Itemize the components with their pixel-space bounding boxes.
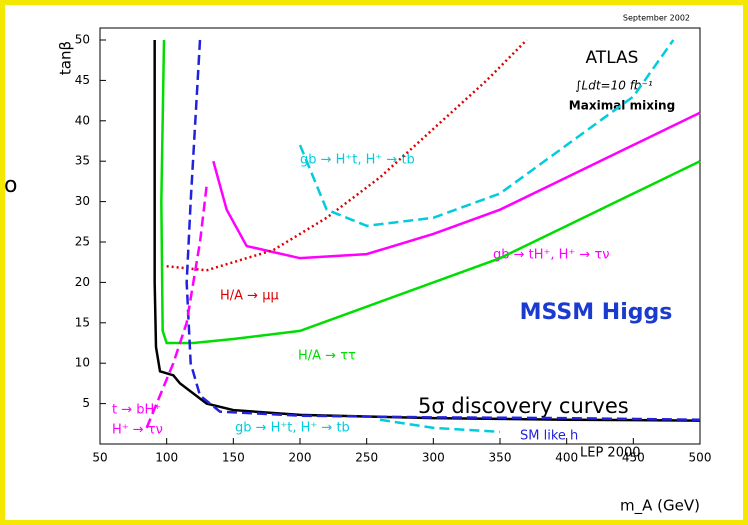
annotation: H/A → ττ	[298, 349, 356, 364]
y-tick-label: 15	[75, 315, 90, 329]
annotation: gb → H⁺t, H⁺ → tb	[235, 421, 350, 436]
x-axis-label: m_A (GeV)	[620, 497, 700, 516]
y-tick-label: 45	[75, 73, 90, 87]
scenario: Maximal mixing	[569, 99, 675, 113]
x-tick-label: 200	[289, 451, 312, 465]
y-tick-label: 40	[75, 113, 90, 127]
date-note: September 2002	[623, 14, 690, 23]
annotation: gb → H⁺t, H⁺ → tb	[300, 153, 415, 168]
y-tick-label: 10	[75, 356, 90, 370]
x-tick-label: 300	[422, 451, 445, 465]
experiment: ATLAS	[586, 48, 639, 68]
annotation: gb → tH⁺, H⁺ → τν	[493, 248, 610, 263]
x-tick-label: 350	[489, 451, 512, 465]
background-text: o	[4, 173, 17, 198]
y-tick-label: 20	[75, 275, 90, 289]
annotation: H/A → μμ	[220, 289, 279, 304]
subtitle: MSSM Higgs	[520, 300, 673, 325]
y-tick-label: 30	[75, 194, 90, 208]
x-tick-label: 250	[355, 451, 378, 465]
chart: o September 2002 ATLAS ∫Ldt=10 fb⁻¹ Maxi…	[0, 0, 748, 525]
annotation: SM like h	[520, 429, 578, 444]
y-tick-label: 25	[75, 235, 90, 249]
y-axis-label: tanβ	[57, 41, 75, 75]
x-tick-label: 450	[622, 451, 645, 465]
y-tick-label: 35	[75, 154, 90, 168]
x-tick-label: 400	[555, 451, 578, 465]
x-tick-label: 100	[155, 451, 178, 465]
annotation: H⁺ → τν	[112, 423, 163, 438]
y-tick-label: 50	[75, 33, 90, 47]
x-tick-label: 150	[222, 451, 245, 465]
chart-title: 5σ discovery curves	[418, 394, 629, 418]
x-tick-label: 50	[92, 451, 107, 465]
y-tick-label: 5	[82, 396, 90, 410]
x-tick-label: 500	[689, 451, 712, 465]
